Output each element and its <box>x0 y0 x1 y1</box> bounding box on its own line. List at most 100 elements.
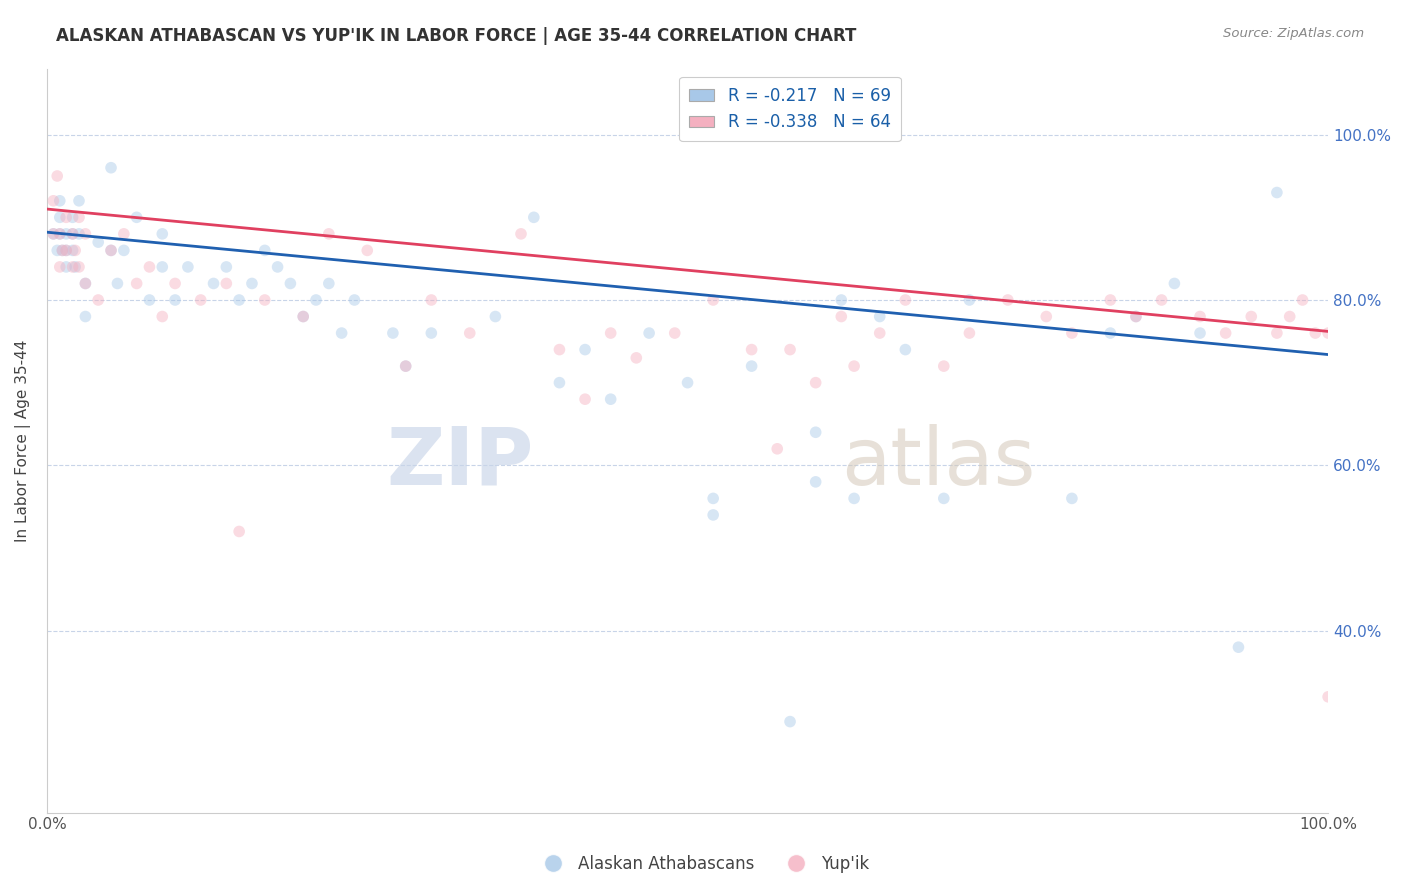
Point <box>1189 326 1212 340</box>
Point <box>100 161 122 175</box>
Legend: R = -0.217   N = 69, R = -0.338   N = 64: R = -0.217 N = 69, R = -0.338 N = 64 <box>679 77 901 141</box>
Y-axis label: In Labor Force | Age 35-44: In Labor Force | Age 35-44 <box>15 339 31 541</box>
Point <box>253 293 276 307</box>
Point <box>869 310 891 324</box>
Point <box>318 227 340 241</box>
Point <box>87 293 110 307</box>
Point <box>957 293 980 307</box>
Point <box>67 211 90 225</box>
Point <box>1305 326 1327 340</box>
Point <box>42 227 65 241</box>
Point <box>548 343 571 357</box>
Point <box>420 293 443 307</box>
Point <box>150 227 173 241</box>
Point <box>112 244 135 258</box>
Point <box>1163 277 1185 291</box>
Point <box>62 227 84 241</box>
Point <box>75 277 97 291</box>
Point <box>1317 690 1340 704</box>
Point <box>67 194 90 208</box>
Point <box>253 244 276 258</box>
Point <box>49 194 72 208</box>
Point <box>75 277 97 291</box>
Legend: Alaskan Athabascans, Yup'ik: Alaskan Athabascans, Yup'ik <box>530 848 876 880</box>
Point <box>599 326 621 340</box>
Point <box>395 359 418 373</box>
Point <box>51 244 73 258</box>
Point <box>1189 310 1212 324</box>
Point <box>574 392 596 407</box>
Point <box>1317 326 1340 340</box>
Point <box>62 260 84 274</box>
Point <box>177 260 200 274</box>
Point <box>741 359 763 373</box>
Point <box>240 277 263 291</box>
Point <box>381 326 404 340</box>
Point <box>75 310 97 324</box>
Point <box>75 227 97 241</box>
Point <box>1265 186 1288 200</box>
Point <box>523 211 546 225</box>
Point <box>62 227 84 241</box>
Point <box>318 277 340 291</box>
Point <box>574 343 596 357</box>
Point <box>804 425 827 440</box>
Point <box>42 194 65 208</box>
Point <box>484 310 506 324</box>
Point <box>63 260 86 274</box>
Point <box>1060 491 1083 506</box>
Point <box>150 260 173 274</box>
Point <box>87 235 110 249</box>
Point <box>215 277 238 291</box>
Point <box>1060 326 1083 340</box>
Point <box>779 714 801 729</box>
Point <box>280 277 302 291</box>
Point <box>766 442 789 456</box>
Point <box>42 227 65 241</box>
Point <box>1227 640 1250 655</box>
Point <box>202 277 225 291</box>
Point <box>1240 310 1263 324</box>
Point <box>1265 326 1288 340</box>
Point <box>62 211 84 225</box>
Point <box>165 277 187 291</box>
Point <box>1278 310 1301 324</box>
Point <box>804 376 827 390</box>
Point <box>1035 310 1057 324</box>
Point <box>190 293 212 307</box>
Point <box>638 326 661 340</box>
Point <box>664 326 686 340</box>
Point <box>63 244 86 258</box>
Point <box>1150 293 1173 307</box>
Point <box>305 293 328 307</box>
Point <box>510 227 533 241</box>
Point <box>1099 326 1122 340</box>
Point <box>138 260 160 274</box>
Point <box>1125 310 1147 324</box>
Point <box>107 277 129 291</box>
Point <box>46 169 69 183</box>
Point <box>779 343 801 357</box>
Point <box>804 475 827 489</box>
Point <box>842 359 865 373</box>
Point <box>830 293 852 307</box>
Point <box>150 310 173 324</box>
Point <box>957 326 980 340</box>
Point <box>165 293 187 307</box>
Point <box>842 491 865 506</box>
Point <box>138 293 160 307</box>
Point <box>741 343 763 357</box>
Point <box>1291 293 1313 307</box>
Point <box>830 310 852 324</box>
Point <box>1125 310 1147 324</box>
Point <box>49 227 72 241</box>
Point <box>932 359 955 373</box>
Point <box>67 260 90 274</box>
Point <box>395 359 418 373</box>
Point <box>343 293 366 307</box>
Point <box>125 211 148 225</box>
Point <box>55 244 77 258</box>
Point <box>51 244 73 258</box>
Point <box>702 491 724 506</box>
Point <box>112 227 135 241</box>
